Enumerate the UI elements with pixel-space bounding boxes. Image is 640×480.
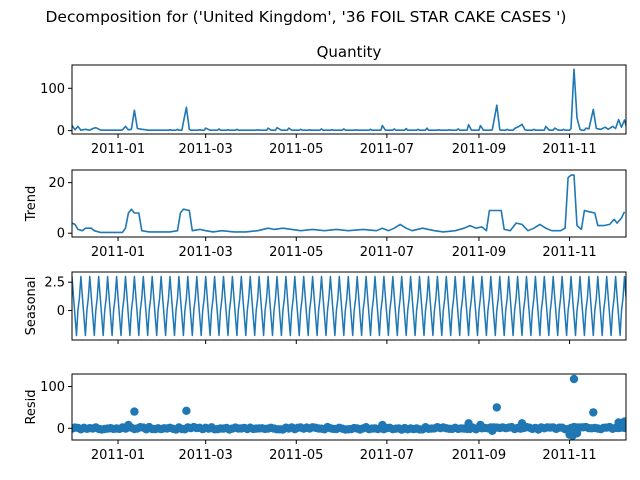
trend-ytick-label: 20 [48,176,65,191]
observed-xtick-label: 2011-09 [452,142,506,157]
trend-xtick-label: 2011-09 [452,245,506,260]
observed-xtick-label: 2011-07 [360,142,414,157]
trend-xtick-label: 2011-05 [269,245,323,260]
seasonal-frame [71,271,627,341]
trend-line [72,174,626,234]
observed-ytick-label: 100 [40,82,65,97]
resid-point [620,423,626,433]
resid-points [72,374,626,440]
observed-title: Quantity [317,43,382,61]
resid-xtick-label: 2011-01 [91,448,145,463]
resid-frame [71,373,627,441]
figure-title: Decomposition for ('United Kingdom', '36… [46,8,567,26]
observed-xtick-label: 2011-05 [269,142,323,157]
observed-panel: 0 100 2011-01 2011-03 2011-05 2011-07 2011-09 2… [40,43,627,157]
trend-ytick-label: 0 [57,227,65,242]
seasonal-panel: 0 2.5 Seasonal [24,271,627,344]
panels: 0 100 2011-01 2011-03 2011-05 2011-07 2011-09 2… [24,43,627,463]
trend-ylabel: Trend [24,186,39,223]
resid-data [72,374,626,440]
observed-frame [71,64,627,135]
seasonal-ylabel: Seasonal [24,277,39,336]
resid-point [589,408,598,417]
seasonal-line [72,275,626,337]
observed-xtick-label: 2011-03 [179,142,233,157]
resid-ylabel: Resid [24,389,39,424]
resid-point [476,420,485,430]
resid-xtick-label: 2011-09 [452,448,506,463]
resid-point [378,420,387,430]
seasonal-data [72,275,626,337]
trend-xtick-label: 2011-03 [179,245,233,260]
observed-ytick-label: 0 [57,124,65,139]
observed-data [72,68,626,131]
observed-xtick-label: 2011-01 [91,142,145,157]
quantity-line [72,68,626,131]
trend-xtick-label: 2011-11 [542,245,596,260]
trend-data [72,174,626,234]
resid-xtick-label: 2011-07 [360,448,414,463]
resid-point [182,406,191,415]
trend-xtick-label: 2011-01 [91,245,145,260]
seasonal-ytick-label: 2.5 [44,276,65,291]
resid-point [488,426,497,435]
observed-xtick-label: 2011-11 [542,142,596,157]
trend-frame [71,169,627,238]
trend-xtick-label: 2011-07 [360,245,414,260]
resid-xtick-label: 2011-05 [269,448,323,463]
resid-ytick-label: 100 [40,380,65,395]
seasonal-ytick-label: 0 [57,304,65,319]
resid-point [572,429,582,438]
trend-panel: 0 20 2011-01 2011-03 2011-05 2011-07 2011-09 20… [24,169,627,260]
resid-point [517,419,527,428]
resid-point [124,420,133,430]
resid-xtick-label: 2011-03 [179,448,233,463]
resid-point [492,403,501,412]
resid-xtick-label: 2011-11 [542,448,596,463]
resid-point [620,417,626,426]
resid-point [464,419,473,428]
resid-point [130,407,139,416]
resid-point [569,374,579,384]
resid-ytick-label: 0 [57,422,65,437]
resid-panel: 0 100 2011-01 2011-03 2011-05 2011-07 2011-09 2… [24,373,627,463]
